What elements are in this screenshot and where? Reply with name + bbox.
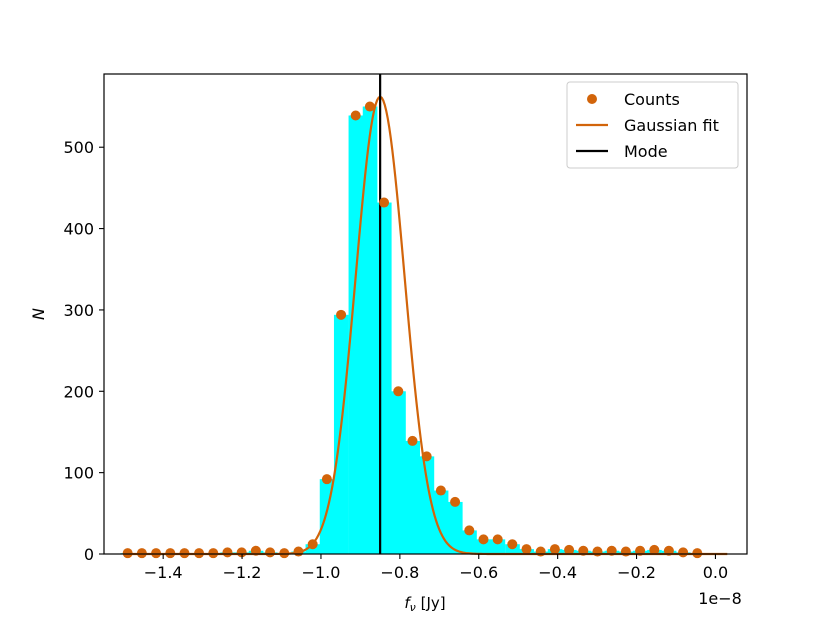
- count-point-28: [521, 544, 532, 555]
- histogram-bar-15: [333, 314, 349, 554]
- count-point-33: [592, 546, 603, 557]
- legend: Counts Gaussian fit Mode: [566, 81, 739, 169]
- histogram-bar-26: [490, 539, 506, 554]
- count-point-20: [407, 435, 418, 446]
- y-tick-label-1: 100: [63, 464, 94, 483]
- y-tick-label-2: 200: [63, 382, 94, 401]
- count-point-35: [620, 546, 631, 557]
- histogram-bar-21: [419, 456, 435, 554]
- x-axis-label-main: f: [404, 594, 412, 612]
- count-point-21: [421, 451, 432, 462]
- count-point-8: [236, 547, 247, 558]
- count-point-22: [435, 485, 446, 496]
- count-point-15: [336, 309, 347, 320]
- count-point-6: [208, 548, 219, 559]
- count-points: [122, 101, 703, 559]
- x-tick-label-4: −0.6: [459, 563, 498, 582]
- count-point-9: [250, 545, 261, 556]
- histogram-bar-19: [391, 391, 406, 554]
- x-axis-label: fν [Jy]: [404, 594, 445, 614]
- count-point-16: [350, 110, 361, 121]
- count-point-13: [307, 539, 318, 550]
- count-point-11: [279, 548, 290, 559]
- x-tick-label-3: −0.8: [380, 563, 419, 582]
- x-axis-ticks: −1.4 −1.2 −1.0 −0.8 −0.6 −0.4 −0.2 0.0: [144, 554, 728, 582]
- y-tick-label-4: 400: [63, 220, 94, 239]
- count-point-14: [321, 474, 332, 485]
- legend-mode-label: Mode: [624, 142, 668, 161]
- count-point-30: [549, 544, 560, 555]
- legend-box: [566, 81, 739, 169]
- plot-area: [120, 74, 728, 559]
- legend-fit-label: Gaussian fit: [624, 116, 719, 135]
- histogram-bar-17: [362, 106, 378, 555]
- count-point-24: [464, 525, 475, 536]
- x-axis-label-subscript: ν: [410, 601, 416, 614]
- axes-frame: [103, 73, 748, 555]
- histogram-bar-23: [447, 501, 463, 554]
- count-point-10: [265, 547, 276, 558]
- y-axis-ticks: 0 100 200 300 400 500: [63, 138, 104, 564]
- histogram-bar-20: [405, 440, 421, 554]
- count-point-4: [179, 548, 190, 559]
- x-tick-label-5: −0.4: [538, 563, 577, 582]
- count-point-17: [364, 101, 375, 112]
- count-point-34: [606, 545, 617, 556]
- histogram-bar-25: [476, 539, 492, 554]
- count-point-1: [136, 548, 147, 559]
- count-point-29: [535, 546, 546, 557]
- count-point-38: [663, 545, 674, 556]
- count-point-39: [678, 547, 689, 558]
- count-point-40: [692, 548, 703, 559]
- x-tick-label-6: −0.2: [617, 563, 656, 582]
- legend-counts-marker: [587, 94, 597, 104]
- count-point-5: [194, 548, 205, 559]
- x-tick-label-2: −1.0: [302, 563, 341, 582]
- count-point-19: [393, 386, 404, 397]
- y-tick-label-0: 0: [84, 545, 94, 564]
- count-point-12: [293, 546, 304, 557]
- count-point-37: [649, 544, 660, 555]
- x-tick-label-1: −1.2: [223, 563, 262, 582]
- x-tick-label-0: −1.4: [144, 563, 183, 582]
- histogram-bars: [120, 106, 705, 555]
- count-point-2: [151, 548, 162, 559]
- count-point-23: [450, 496, 461, 507]
- count-point-31: [564, 544, 575, 555]
- count-point-18: [379, 197, 390, 208]
- count-point-3: [165, 548, 176, 559]
- count-point-25: [478, 534, 489, 545]
- legend-counts-label: Counts: [624, 90, 680, 109]
- y-tick-label-5: 500: [63, 138, 94, 157]
- count-point-32: [578, 545, 589, 556]
- x-axis-label-unit: [Jy]: [416, 594, 446, 612]
- histogram-bar-24: [462, 530, 477, 554]
- x-offset-label: 1e−8: [698, 589, 742, 608]
- count-point-7: [222, 547, 233, 558]
- count-point-0: [122, 548, 133, 559]
- y-axis-label: N: [29, 308, 48, 320]
- count-point-26: [492, 534, 503, 545]
- x-tick-label-7: 0.0: [703, 563, 728, 582]
- y-tick-label-3: 300: [63, 301, 94, 320]
- count-point-27: [507, 539, 518, 550]
- count-point-36: [635, 545, 646, 556]
